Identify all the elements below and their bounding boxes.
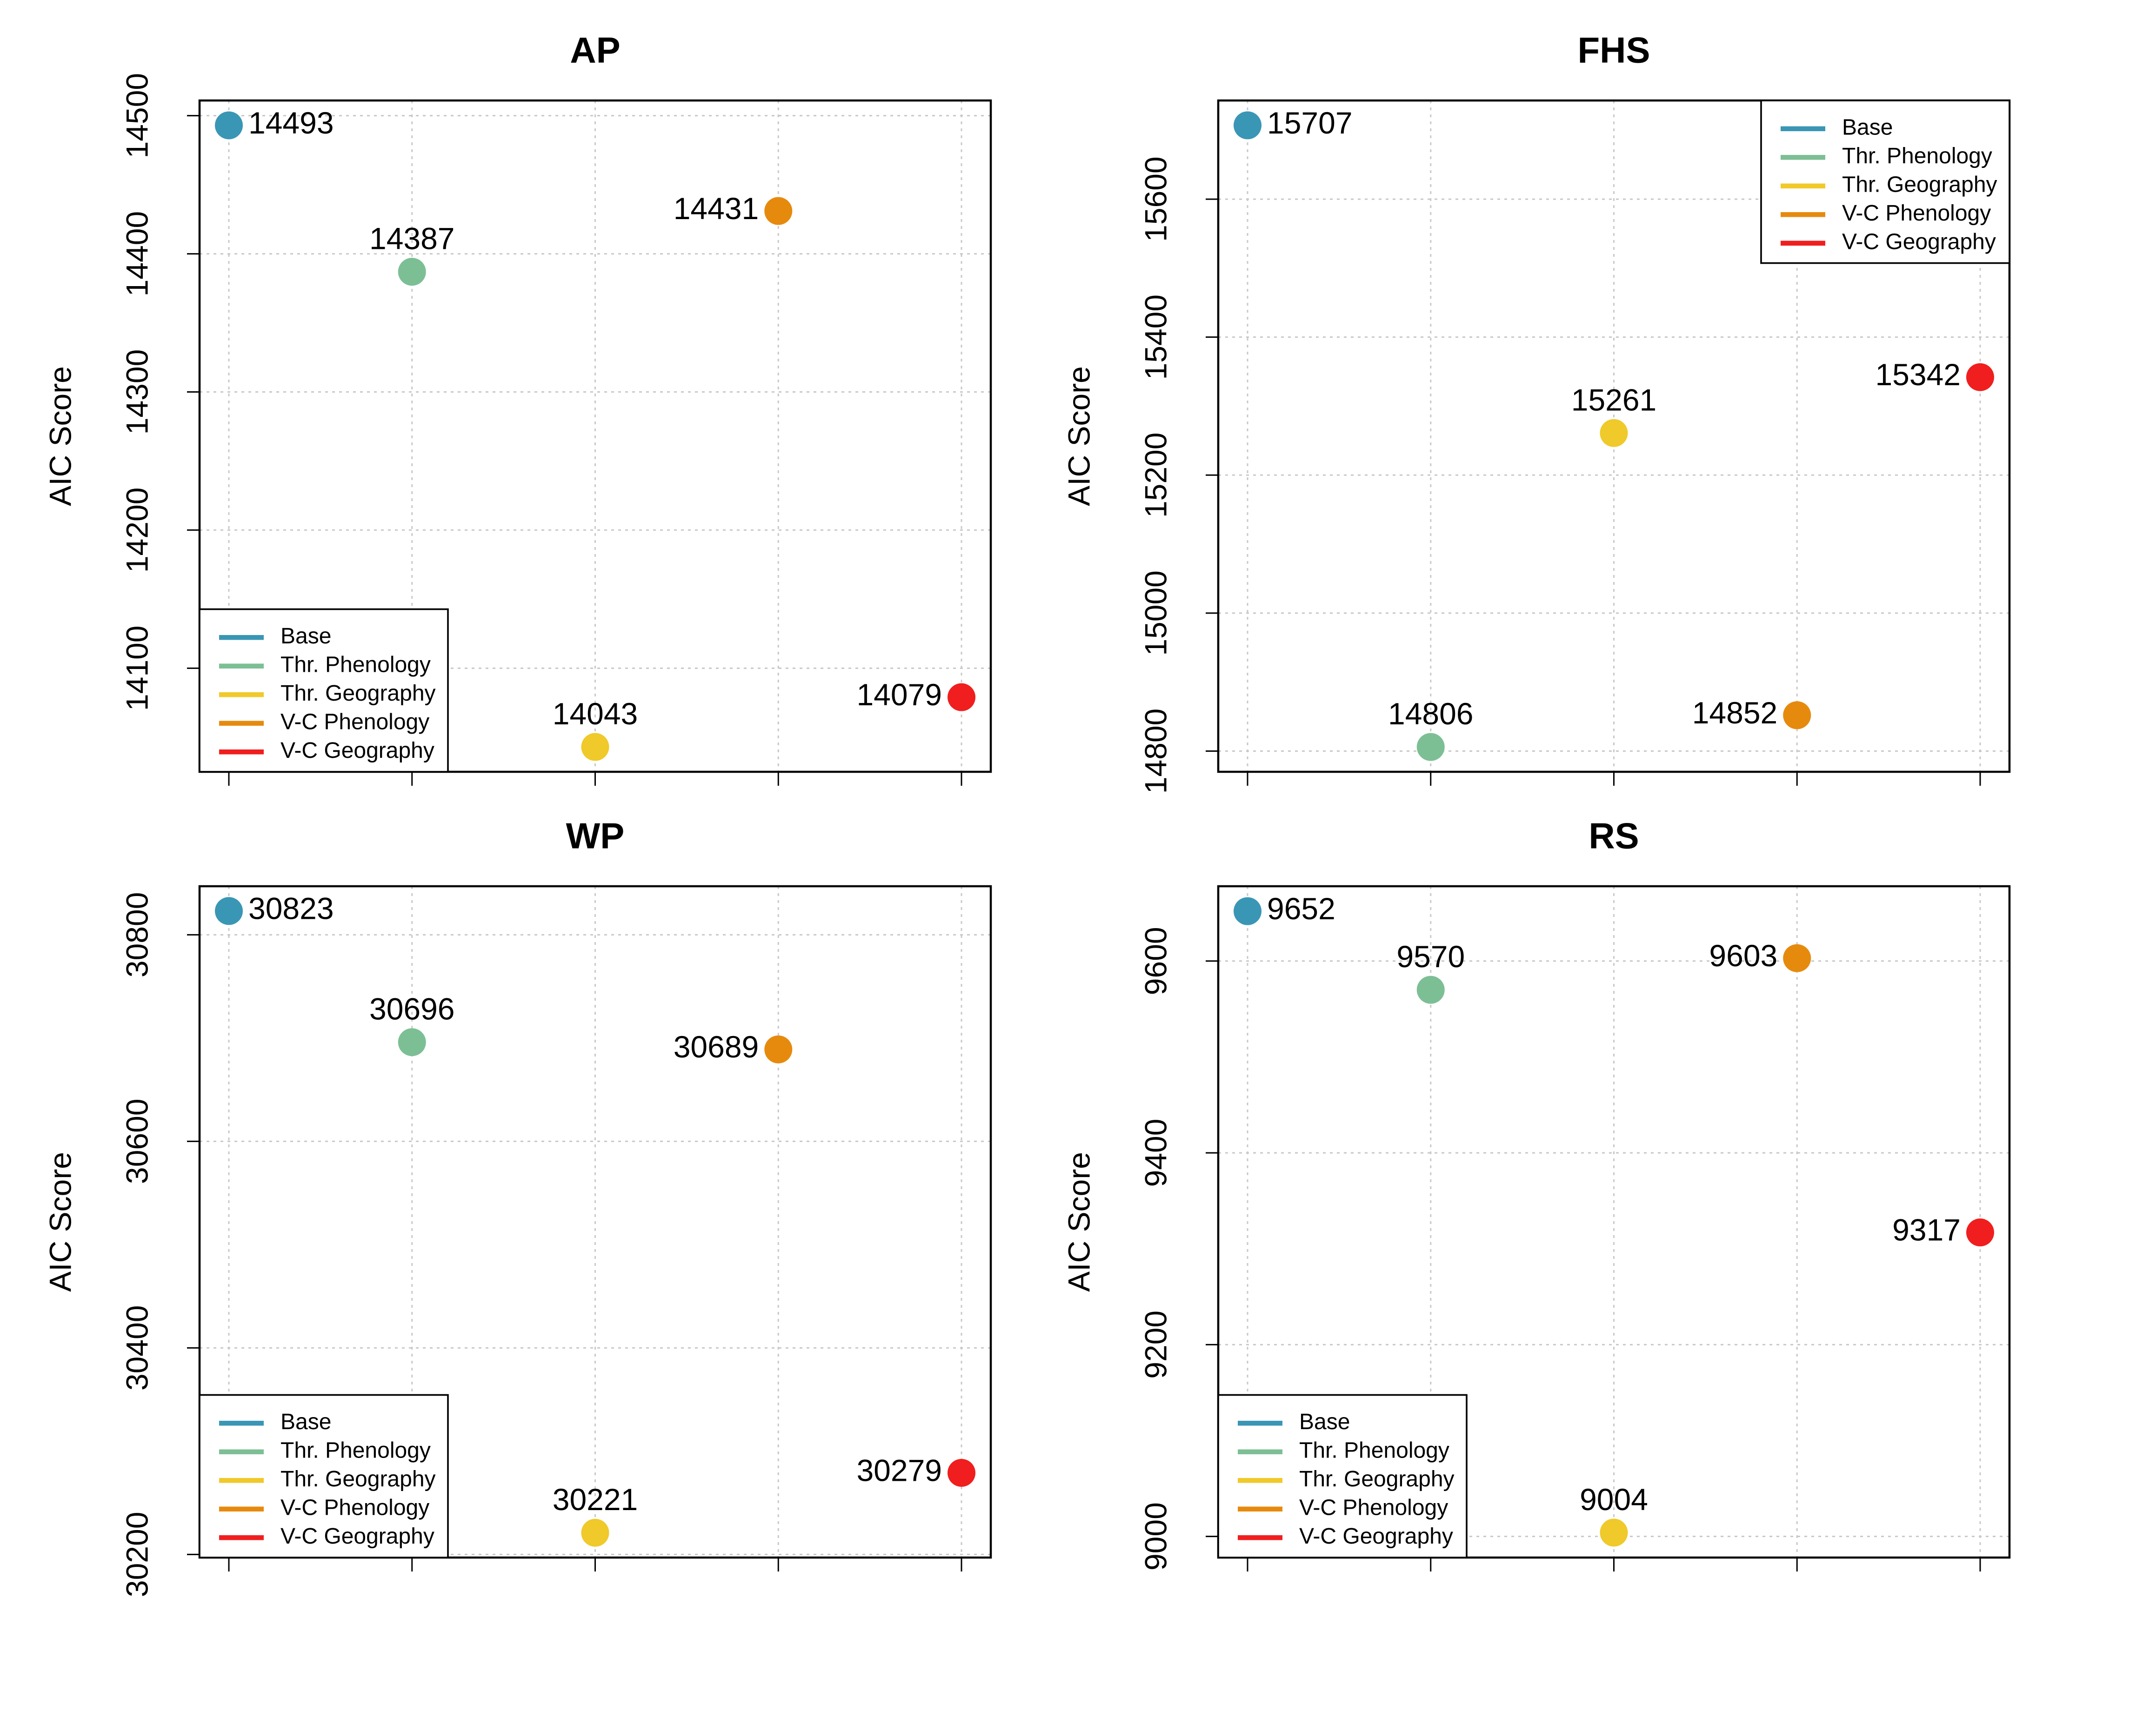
point bbox=[764, 197, 793, 225]
point bbox=[581, 1518, 609, 1547]
chart-title: FHS bbox=[1578, 30, 1650, 71]
y-tick-label: 30800 bbox=[120, 892, 154, 978]
panel: RS AIC Score 9000 9200 9400 9600 9652 9570 9004 9… bbox=[1061, 816, 2011, 1572]
legend-label: Thr. Geography bbox=[280, 681, 436, 706]
y-tick-label: 30400 bbox=[120, 1305, 154, 1391]
point bbox=[1234, 897, 1262, 925]
point bbox=[1600, 419, 1628, 447]
panel: FHS AIC Score 14800 15000 15200 15400 15600 157… bbox=[1061, 30, 2011, 794]
point bbox=[1600, 1518, 1628, 1547]
y-tick-label: 14400 bbox=[120, 211, 154, 297]
legend-label: Thr. Phenology bbox=[1299, 1438, 1449, 1463]
legend-label: Base bbox=[280, 1410, 331, 1434]
y-tick-label: 30200 bbox=[120, 1512, 154, 1598]
legend-label: Base bbox=[280, 624, 331, 649]
plot-frame bbox=[1217, 885, 2011, 1559]
legend-label: V-C Phenology bbox=[1299, 1495, 1448, 1520]
data-label: 9603 bbox=[1709, 938, 1777, 973]
y-axis-label: AIC Score bbox=[43, 366, 77, 506]
point bbox=[398, 1028, 426, 1057]
y-axis-label: AIC Score bbox=[43, 1152, 77, 1292]
data-label: 15342 bbox=[1875, 357, 1961, 392]
legend-label: V-C Phenology bbox=[1842, 201, 1991, 226]
plot-frame bbox=[198, 99, 992, 773]
y-axis-label: AIC Score bbox=[1061, 1152, 1096, 1292]
data-label: 14079 bbox=[856, 677, 942, 712]
legend-label: Thr. Phenology bbox=[1842, 144, 1992, 168]
y-tick-label: 9400 bbox=[1138, 1119, 1173, 1187]
data-label: 15707 bbox=[1267, 106, 1353, 140]
y-tick-label: 30600 bbox=[120, 1099, 154, 1184]
data-label: 9317 bbox=[1892, 1213, 1961, 1247]
point bbox=[215, 897, 243, 925]
y-axis-label: AIC Score bbox=[1061, 366, 1096, 506]
point bbox=[1234, 111, 1262, 140]
y-tick-label: 15600 bbox=[1138, 156, 1173, 242]
data-label: 14806 bbox=[1388, 696, 1474, 731]
chart-title: RS bbox=[1589, 816, 1639, 856]
data-label: 30279 bbox=[856, 1453, 942, 1487]
point bbox=[1783, 944, 1811, 972]
data-label: 14493 bbox=[248, 106, 334, 140]
legend-label: Base bbox=[1299, 1410, 1350, 1434]
point bbox=[948, 1458, 975, 1487]
legend-label: Thr. Geography bbox=[280, 1467, 436, 1491]
chart-title: WP bbox=[566, 816, 625, 856]
data-label: 9652 bbox=[1267, 891, 1335, 926]
legend-label: V-C Geography bbox=[1842, 229, 1996, 254]
legend-label: Thr. Geography bbox=[1299, 1467, 1455, 1491]
data-label: 14852 bbox=[1692, 695, 1778, 730]
point bbox=[764, 1035, 793, 1063]
y-tick-label: 14100 bbox=[120, 626, 154, 711]
data-label: 15261 bbox=[1571, 382, 1657, 417]
y-tick-label: 9200 bbox=[1138, 1311, 1173, 1379]
legend-label: V-C Geography bbox=[280, 1524, 434, 1549]
y-tick-label: 15400 bbox=[1138, 294, 1173, 380]
legend-label: Base bbox=[1842, 115, 1893, 140]
chart-title: AP bbox=[570, 30, 620, 71]
plot-frame bbox=[1217, 99, 2011, 773]
y-tick-label: 14500 bbox=[120, 73, 154, 159]
legend-label: Thr. Phenology bbox=[280, 652, 431, 677]
legend-label: Thr. Geography bbox=[1842, 172, 1997, 197]
y-tick-label: 9600 bbox=[1138, 927, 1173, 995]
legend-label: V-C Phenology bbox=[280, 709, 429, 734]
point bbox=[398, 258, 426, 286]
point bbox=[1416, 976, 1445, 1004]
data-label: 30221 bbox=[553, 1482, 638, 1517]
data-label: 30689 bbox=[674, 1030, 759, 1064]
y-tick-label: 9000 bbox=[1138, 1502, 1173, 1571]
point bbox=[1966, 1218, 1994, 1247]
y-tick-label: 15200 bbox=[1138, 433, 1173, 518]
point bbox=[1416, 733, 1445, 761]
y-tick-label: 15000 bbox=[1138, 570, 1173, 656]
data-label: 14043 bbox=[553, 696, 638, 731]
data-label: 30823 bbox=[248, 891, 334, 926]
point bbox=[1966, 363, 1994, 391]
plot-frame bbox=[198, 885, 992, 1559]
legend-label: V-C Geography bbox=[1299, 1524, 1453, 1549]
point bbox=[581, 733, 609, 761]
point bbox=[948, 683, 975, 711]
legend-label: V-C Phenology bbox=[280, 1495, 429, 1520]
y-tick-label: 14200 bbox=[120, 488, 154, 573]
y-tick-label: 14300 bbox=[120, 349, 154, 435]
legend-label: Thr. Phenology bbox=[280, 1438, 431, 1463]
data-label: 9004 bbox=[1580, 1482, 1648, 1517]
data-label: 14387 bbox=[369, 221, 455, 256]
point bbox=[215, 111, 243, 140]
legend-label: V-C Geography bbox=[280, 738, 434, 763]
panel: WP AIC Score 30200 30400 30600 30800 30823 3069… bbox=[43, 816, 992, 1598]
data-label: 9570 bbox=[1396, 939, 1465, 974]
y-tick-label: 14800 bbox=[1138, 709, 1173, 794]
data-label: 14431 bbox=[674, 191, 759, 226]
point bbox=[1783, 701, 1811, 729]
panel: AP AIC Score 14100 14200 14300 14400 14500 1449… bbox=[43, 30, 992, 786]
data-label: 30696 bbox=[369, 992, 455, 1026]
